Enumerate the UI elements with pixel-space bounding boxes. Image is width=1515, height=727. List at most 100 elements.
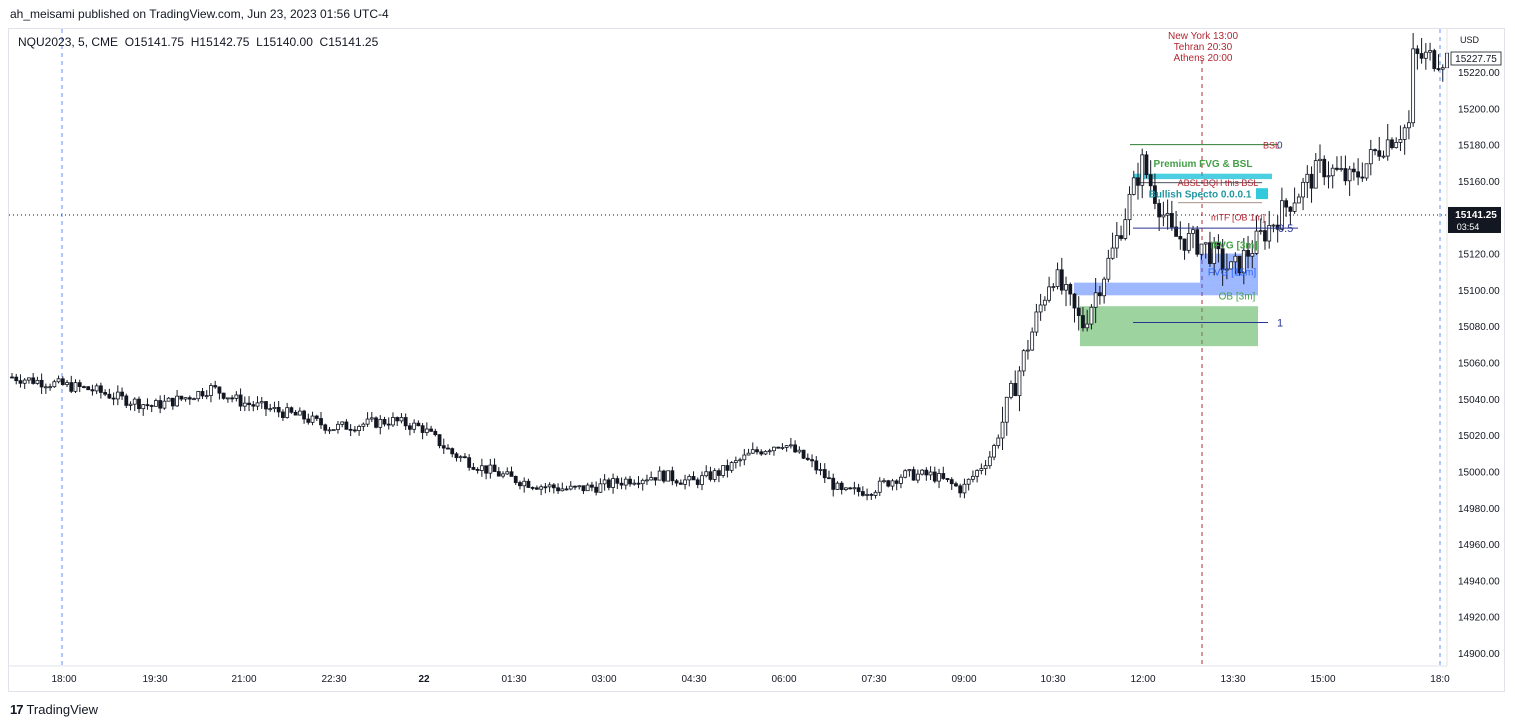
candle-body [518, 482, 522, 487]
candle-body [1000, 421, 1005, 439]
candle-body [513, 476, 518, 483]
candle-body [1275, 224, 1280, 230]
candle-body [1097, 292, 1102, 297]
candle-body [268, 408, 273, 411]
candle-body [255, 402, 260, 407]
candle-body [801, 449, 806, 459]
candle-body [619, 482, 624, 486]
candle-body [712, 470, 717, 480]
candle-body [746, 452, 751, 456]
candle-body [1034, 311, 1039, 333]
candle-body [920, 469, 925, 475]
candle-body [1102, 278, 1107, 297]
candle-body [378, 419, 383, 428]
price-tick-label: 14980.00 [1458, 504, 1500, 515]
candle-body [27, 377, 31, 381]
candle-body [145, 404, 150, 407]
candle-body [767, 450, 772, 453]
candle-body [666, 470, 671, 482]
candle-body [424, 428, 429, 433]
bsl-note-label: ABSL BQH this BSL [1178, 178, 1259, 188]
candle-body [327, 429, 332, 432]
candle-body [43, 386, 48, 389]
candle-body [310, 415, 315, 423]
candle-body [416, 422, 421, 427]
candle-body [454, 453, 459, 459]
candle-body [1157, 203, 1162, 218]
candle-body [839, 482, 844, 490]
candle-body [103, 392, 108, 395]
candle-body [1394, 142, 1399, 149]
candle-body [1051, 286, 1056, 288]
candle-body [577, 485, 582, 488]
premium-fvg-label: Premium FVG & BSL [1154, 159, 1253, 170]
candle-body [831, 477, 836, 490]
candle-body [886, 480, 891, 487]
candle-body [958, 485, 963, 494]
candle-body [1203, 242, 1208, 245]
candle-body [170, 397, 175, 407]
candle-body [128, 403, 133, 406]
candle-body [1254, 230, 1259, 254]
candle-body [1195, 229, 1200, 255]
candle-body [1114, 235, 1119, 249]
candle-body [1339, 168, 1344, 170]
candle-body [903, 470, 908, 478]
candle-body [780, 446, 785, 449]
candle-body [844, 487, 848, 490]
candle-body [1368, 149, 1373, 165]
candle-body [1004, 396, 1009, 423]
last-price-box [1450, 51, 1502, 66]
candle-body [120, 391, 124, 397]
candle-body [1335, 167, 1339, 170]
candle-body [1381, 155, 1386, 158]
candle-body [340, 421, 345, 425]
candle-body [225, 397, 230, 400]
candle-body [1322, 158, 1327, 178]
candle-body [433, 430, 438, 436]
candle-body [1212, 242, 1217, 264]
fvg-15m-label: FVG [15m] [1208, 268, 1257, 279]
candle-body [1174, 226, 1178, 237]
candle-body [60, 378, 65, 385]
mtf-ob-label: mTF [OB 1m] [1211, 212, 1265, 222]
candle-body [543, 486, 548, 489]
candle-body [209, 385, 213, 396]
candle-body [1064, 284, 1068, 291]
candle-body [1055, 269, 1060, 287]
time-tick-label: 04:30 [681, 674, 706, 685]
candle-body [1351, 168, 1356, 173]
candle-body [915, 473, 920, 481]
candle-body [187, 397, 192, 400]
candle-body [1009, 382, 1013, 398]
candle-body [48, 386, 52, 389]
session-time-label: Athens 20:00 [1174, 53, 1233, 64]
price-tick-label: 15160.00 [1458, 177, 1500, 188]
candle-body [154, 400, 158, 407]
candle-body [18, 380, 23, 384]
candle-body [636, 482, 641, 485]
candle-body [238, 394, 243, 407]
candle-body [1419, 53, 1424, 59]
time-tick-label: 07:30 [861, 674, 886, 685]
candle-body [590, 484, 594, 488]
candle-body [678, 482, 683, 485]
candle-body [755, 449, 759, 453]
candle-body [52, 381, 57, 388]
candle-body [1284, 200, 1289, 208]
candle-body [661, 470, 666, 482]
price-tick-label: 15200.00 [1458, 104, 1500, 115]
fib-one-label: 1 [1277, 318, 1283, 330]
cyan-box [1256, 188, 1268, 200]
candle-body [272, 406, 277, 410]
time-tick-label: 22:30 [321, 674, 346, 685]
time-tick-label: 22 [418, 674, 430, 685]
price-tick-label: 15120.00 [1458, 250, 1500, 261]
candle-body [704, 471, 709, 477]
price-tick-label: 15040.00 [1458, 395, 1500, 406]
candle-body [441, 445, 446, 449]
candle-body [471, 467, 476, 470]
time-tick-label: 18:00 [51, 674, 76, 685]
candle-body [979, 468, 984, 471]
